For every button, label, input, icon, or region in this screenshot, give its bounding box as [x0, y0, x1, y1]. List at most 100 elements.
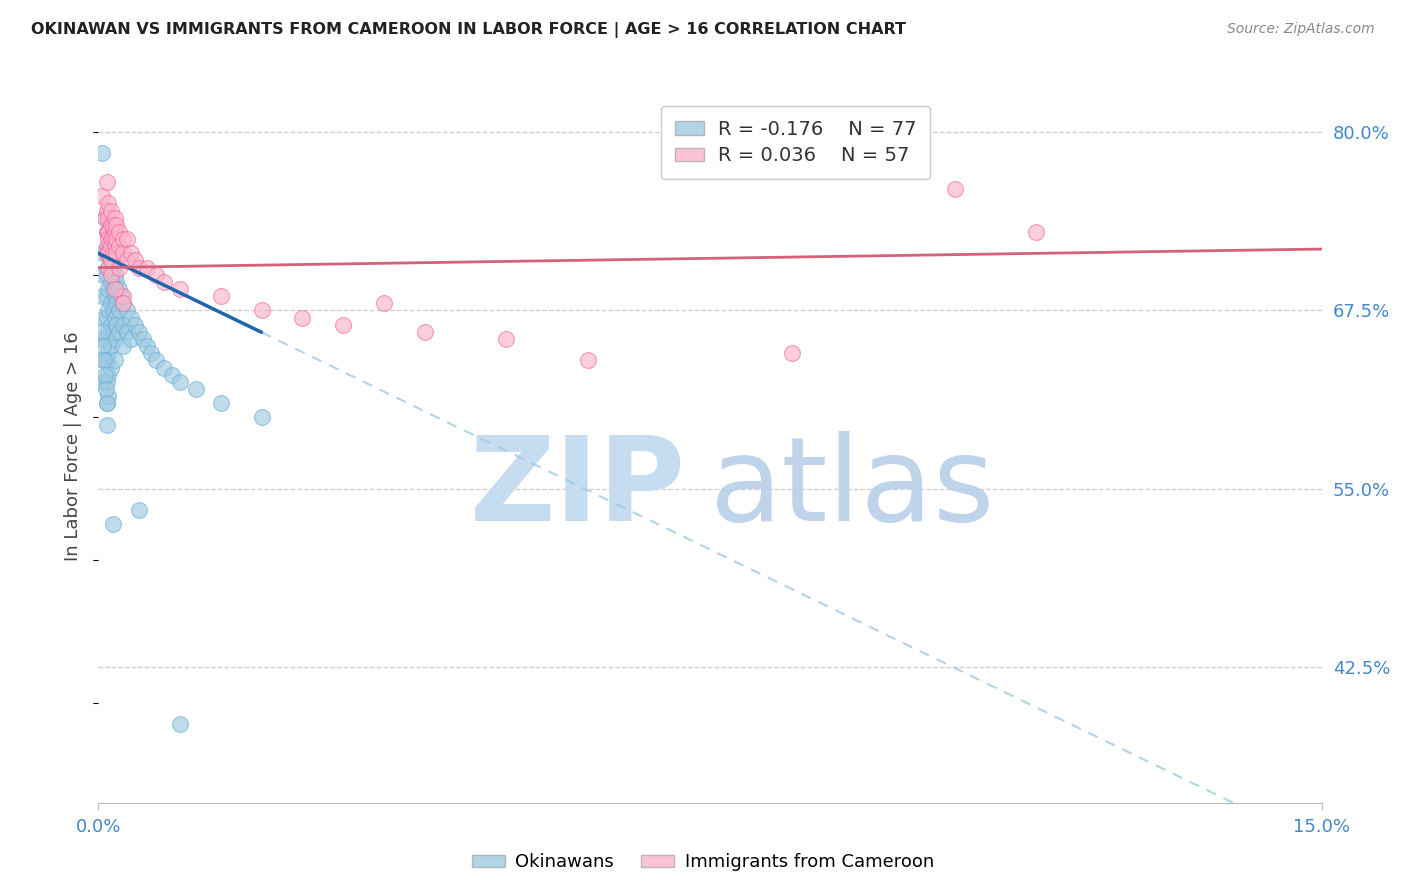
Point	[100, 253, 122, 268]
Point	[91, 375, 114, 389]
Point	[97, 260, 120, 275]
Point	[96, 225, 118, 239]
Point	[136, 339, 159, 353]
Point	[152, 360, 174, 375]
Point	[97, 303, 120, 318]
Point	[100, 296, 122, 310]
Point	[100, 360, 122, 375]
Point	[209, 396, 232, 410]
Point	[96, 417, 118, 432]
Point	[250, 303, 273, 318]
Point	[104, 282, 127, 296]
Point	[105, 275, 128, 289]
Point	[373, 296, 395, 310]
Point	[145, 353, 167, 368]
Text: OKINAWAN VS IMMIGRANTS FROM CAMEROON IN LABOR FORCE | AGE > 16 CORRELATION CHART: OKINAWAN VS IMMIGRANTS FROM CAMEROON IN …	[31, 22, 905, 38]
Point	[97, 232, 120, 246]
Point	[115, 303, 138, 318]
Legend: R = -0.176    N = 77, R = 0.036    N = 57: R = -0.176 N = 77, R = 0.036 N = 57	[661, 106, 929, 179]
Point	[291, 310, 314, 325]
Point	[141, 346, 163, 360]
Point	[100, 253, 122, 268]
Point	[100, 203, 122, 218]
Point	[97, 196, 120, 211]
Point	[108, 282, 131, 296]
Point	[576, 353, 599, 368]
Point	[94, 382, 117, 396]
Point	[209, 289, 232, 303]
Y-axis label: In Labor Force | Age > 16: In Labor Force | Age > 16	[65, 331, 83, 561]
Point	[111, 296, 134, 310]
Point	[111, 296, 134, 310]
Point	[111, 232, 134, 246]
Point	[101, 246, 124, 260]
Point	[96, 246, 118, 260]
Point	[97, 346, 120, 360]
Point	[104, 310, 127, 325]
Point	[115, 232, 138, 246]
Point	[97, 368, 120, 382]
Point	[93, 353, 115, 368]
Point	[105, 218, 128, 232]
Point	[136, 260, 159, 275]
Point	[108, 239, 131, 253]
Point	[413, 325, 436, 339]
Point	[780, 346, 803, 360]
Point	[97, 325, 120, 339]
Point	[120, 246, 142, 260]
Point	[104, 353, 127, 368]
Point	[111, 246, 134, 260]
Point	[96, 353, 118, 368]
Point	[132, 332, 155, 346]
Text: ZIP: ZIP	[470, 432, 686, 546]
Point	[100, 239, 122, 253]
Point	[100, 232, 122, 246]
Point	[104, 289, 127, 303]
Point	[91, 339, 114, 353]
Point	[96, 239, 118, 253]
Point	[145, 268, 167, 282]
Point	[104, 332, 127, 346]
Point	[96, 396, 118, 410]
Point	[105, 246, 128, 260]
Point	[101, 232, 124, 246]
Point	[105, 232, 128, 246]
Point	[111, 289, 134, 303]
Point	[97, 246, 120, 260]
Point	[97, 389, 120, 403]
Point	[97, 239, 120, 253]
Legend: Okinawans, Immigrants from Cameroon: Okinawans, Immigrants from Cameroon	[465, 847, 941, 879]
Point	[152, 275, 174, 289]
Point	[101, 517, 124, 532]
Point	[169, 717, 191, 731]
Point	[96, 203, 118, 218]
Point	[250, 410, 273, 425]
Point	[100, 339, 122, 353]
Point	[124, 318, 146, 332]
Point	[160, 368, 183, 382]
Point	[332, 318, 354, 332]
Point	[91, 189, 114, 203]
Point	[93, 310, 115, 325]
Point	[97, 225, 120, 239]
Point	[169, 282, 191, 296]
Point	[111, 318, 134, 332]
Point	[100, 275, 122, 289]
Point	[91, 289, 114, 303]
Point	[495, 332, 517, 346]
Point	[100, 218, 122, 232]
Point	[1025, 225, 1047, 239]
Point	[96, 268, 118, 282]
Point	[128, 325, 150, 339]
Point	[101, 282, 124, 296]
Point	[108, 225, 131, 239]
Point	[96, 225, 118, 239]
Point	[97, 211, 120, 225]
Point	[105, 296, 128, 310]
Point	[110, 289, 132, 303]
Point	[104, 268, 127, 282]
Text: Source: ZipAtlas.com: Source: ZipAtlas.com	[1227, 22, 1375, 37]
Point	[96, 332, 118, 346]
Point	[97, 260, 120, 275]
Point	[128, 260, 150, 275]
